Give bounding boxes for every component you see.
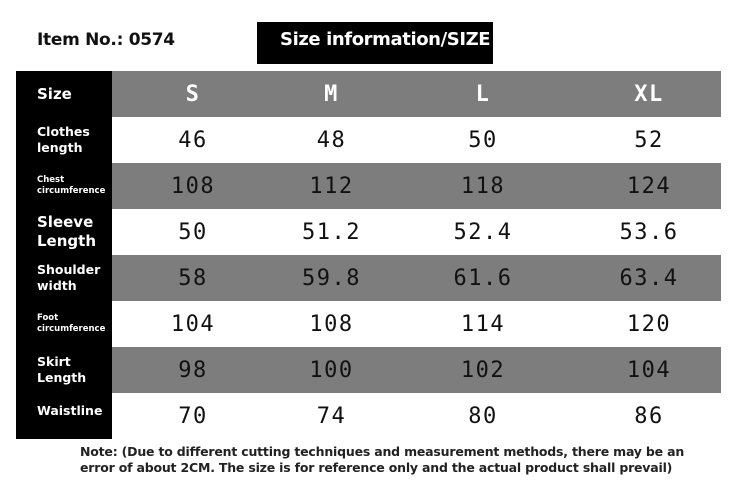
size-header-row: Size S M L XL <box>16 71 721 117</box>
table-cell: 112 <box>274 163 389 209</box>
table-cell: 50 <box>112 209 274 255</box>
table-cell: 74 <box>274 393 389 439</box>
table-cell: 51.2 <box>274 209 389 255</box>
size-col-s: S <box>112 71 274 117</box>
page-title: Size information/SIZE <box>257 22 493 64</box>
table-row: Clothes length 46 48 50 52 <box>16 117 721 163</box>
table-cell: 120 <box>577 301 721 347</box>
table-row: Chest circumference 108 112 118 124 <box>16 163 721 209</box>
table-cell: 102 <box>389 347 577 393</box>
table-cell: 104 <box>112 301 274 347</box>
table-cell: 108 <box>112 163 274 209</box>
size-col-xl: XL <box>577 71 721 117</box>
note-line: Note: (Due to different cutting techniqu… <box>80 444 685 459</box>
note-line: error of about 2CM. The size is for refe… <box>80 460 673 475</box>
size-col-m: M <box>274 71 389 117</box>
table-cell: 98 <box>112 347 274 393</box>
row-label-waistline: Waistline <box>16 393 112 439</box>
table-row: Shoulder width 58 59.8 61.6 63.4 <box>16 255 721 301</box>
table-cell: 48 <box>274 117 389 163</box>
table-cell: 100 <box>274 347 389 393</box>
table-cell: 61.6 <box>389 255 577 301</box>
row-label-shoulder-width: Shoulder width <box>16 255 112 301</box>
table-cell: 80 <box>389 393 577 439</box>
table-cell: 63.4 <box>577 255 721 301</box>
table-row: Skirt Length 98 100 102 104 <box>16 347 721 393</box>
size-corner-label: Size <box>16 71 112 117</box>
table-row: Sleeve Length 50 51.2 52.4 53.6 <box>16 209 721 255</box>
size-note: Note: (Due to different cutting techniqu… <box>80 444 700 476</box>
table-cell: 86 <box>577 393 721 439</box>
table-cell: 114 <box>389 301 577 347</box>
table-cell: 52.4 <box>389 209 577 255</box>
row-label-sleeve-length: Sleeve Length <box>16 209 112 255</box>
table-cell: 53.6 <box>577 209 721 255</box>
size-table: Size S M L XL Clothes length 46 48 50 52 … <box>16 71 721 439</box>
table-row: Foot circumference 104 108 114 120 <box>16 301 721 347</box>
table-cell: 118 <box>389 163 577 209</box>
size-col-l: L <box>389 71 577 117</box>
table-cell: 70 <box>112 393 274 439</box>
item-number: Item No.: 0574 <box>37 30 175 50</box>
table-cell: 58 <box>112 255 274 301</box>
table-cell: 104 <box>577 347 721 393</box>
table-cell: 46 <box>112 117 274 163</box>
table-cell: 52 <box>577 117 721 163</box>
row-label-clothes-length: Clothes length <box>16 117 112 163</box>
row-label-skirt-length: Skirt Length <box>16 347 112 393</box>
table-row: Waistline 70 74 80 86 <box>16 393 721 439</box>
table-cell: 124 <box>577 163 721 209</box>
table-cell: 50 <box>389 117 577 163</box>
row-label-chest-circumference: Chest circumference <box>16 163 112 209</box>
row-label-foot-circumference: Foot circumference <box>16 301 112 347</box>
table-cell: 59.8 <box>274 255 389 301</box>
table-cell: 108 <box>274 301 389 347</box>
